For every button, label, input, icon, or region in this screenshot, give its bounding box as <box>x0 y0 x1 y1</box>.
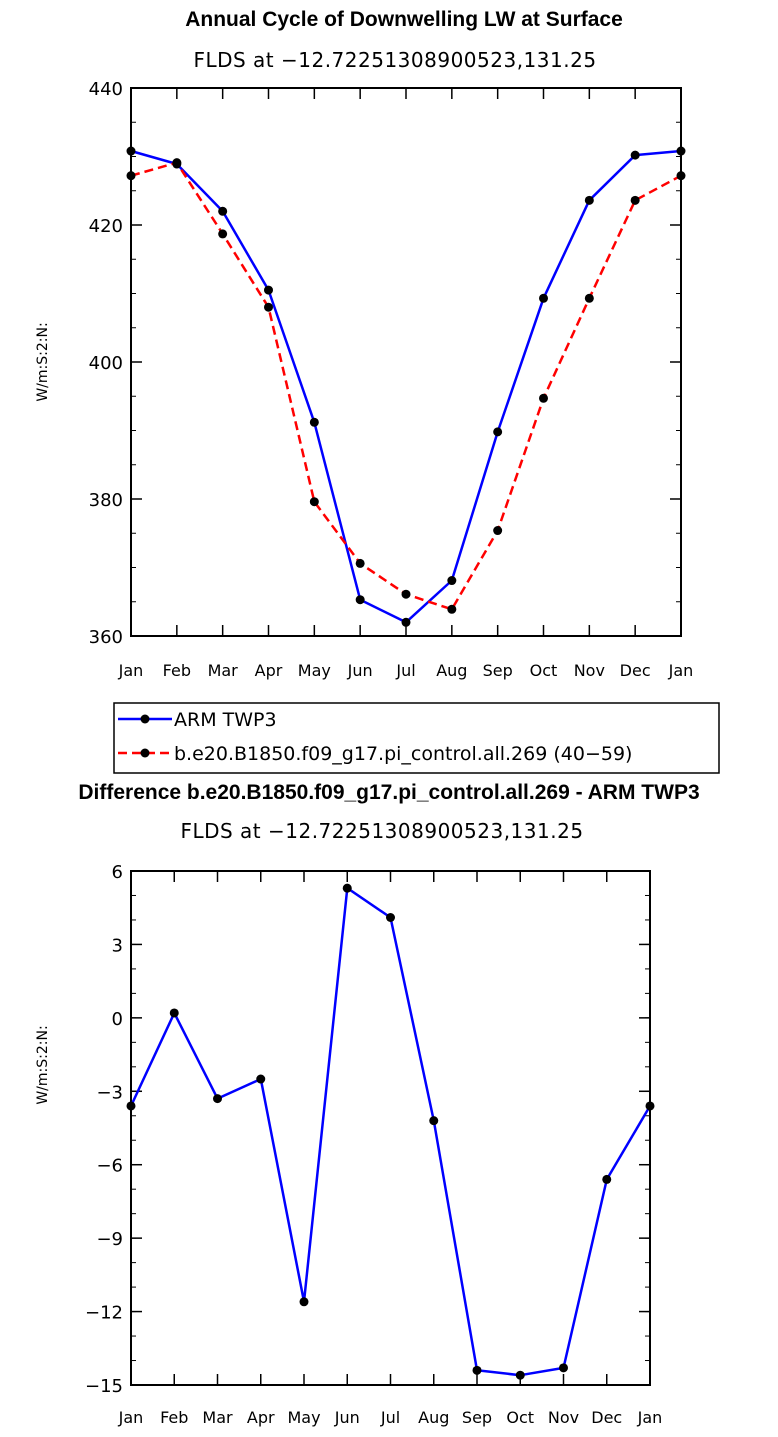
data-point <box>515 1370 525 1380</box>
x-tick-label: Oct <box>530 661 558 680</box>
legend-marker-model <box>140 748 150 758</box>
data-point <box>630 195 640 205</box>
data-point <box>264 285 273 295</box>
chart2-title: Difference b.e20.B1850.f09_g17.pi_contro… <box>78 781 699 804</box>
x-tick-label: May <box>298 661 331 680</box>
data-point <box>264 302 273 312</box>
x-tick-label: Jul <box>395 661 415 680</box>
series-line-1 <box>130 161 682 611</box>
data-point <box>126 1101 136 1111</box>
y-tick-label: −12 <box>85 1303 123 1324</box>
chart1-frame <box>130 87 682 637</box>
legend-box <box>113 702 720 774</box>
data-point <box>539 293 548 303</box>
y-tick-label: 0 <box>112 1009 123 1030</box>
data-point <box>309 497 319 507</box>
data-point <box>126 146 136 156</box>
x-tick-label: Jun <box>347 661 373 680</box>
y-tick-label: 360 <box>89 627 123 648</box>
data-point <box>299 1297 309 1307</box>
data-point <box>355 558 365 568</box>
x-tick-label: Dec <box>620 661 651 680</box>
x-tick-label: Apr <box>255 661 283 680</box>
data-point <box>447 604 457 614</box>
y-tick-label: −6 <box>96 1156 123 1177</box>
chart2-plot: −15 −12 −9 −6 −3 0 3 6 Jan Feb Mar Apr May Jun Jul Aug S… <box>85 862 662 1427</box>
data-point <box>169 1008 179 1018</box>
data-point <box>256 1074 266 1084</box>
x-tick-label: Oct <box>506 1408 534 1427</box>
legend-label-arm: ARM TWP3 <box>174 709 277 731</box>
data-point <box>386 913 395 923</box>
data-point <box>676 171 686 181</box>
data-point <box>429 1116 439 1126</box>
y-tick-label: −15 <box>85 1376 123 1397</box>
x-tick-label: Jun <box>334 1408 360 1427</box>
series-line-0 <box>129 886 652 1377</box>
data-point <box>213 1094 222 1104</box>
x-tick-label: Apr <box>247 1408 275 1427</box>
data-point <box>493 526 503 536</box>
x-tick-label: Nov <box>548 1408 579 1427</box>
data-point <box>676 146 686 156</box>
data-point <box>493 427 503 437</box>
x-tick-label: Aug <box>436 661 467 680</box>
data-point <box>645 1101 655 1111</box>
y-tick-label: 3 <box>112 935 123 956</box>
x-tick-label: Sep <box>462 1408 492 1427</box>
data-point <box>342 883 352 893</box>
data-point <box>172 158 182 168</box>
chart1-subtitle: FLDS at −12.72251308900523,131.25 <box>193 48 596 72</box>
x-tick-label: Feb <box>160 1408 188 1427</box>
data-point <box>401 617 411 627</box>
data-point <box>630 150 640 160</box>
y-tick-label: −9 <box>96 1229 123 1250</box>
chart1-title: Annual Cycle of Downwelling LW at Surfac… <box>185 8 623 31</box>
y-tick-label: 440 <box>89 79 123 100</box>
y-tick-label: −3 <box>96 1082 123 1103</box>
x-tick-label: Sep <box>483 661 513 680</box>
data-point <box>447 576 457 586</box>
legend-marker-arm <box>140 714 150 724</box>
x-tick-label: Mar <box>202 1408 233 1427</box>
x-tick-label: Dec <box>591 1408 622 1427</box>
data-point <box>309 417 319 427</box>
x-tick-label: Mar <box>208 661 239 680</box>
y-tick-label: 380 <box>89 490 123 511</box>
x-tick-label: Feb <box>163 661 191 680</box>
data-point <box>126 171 136 181</box>
x-tick-label: May <box>287 1408 320 1427</box>
legend-label-model: b.e20.B1850.f09_g17.pi_control.all.269 (… <box>174 743 632 765</box>
chart1-plot: 360 380 400 420 440 Jan Feb Mar Apr May Jun Jul Aug S… <box>89 79 694 680</box>
x-tick-label: Jan <box>668 661 694 680</box>
x-tick-label: Jul <box>380 1408 400 1427</box>
x-tick-label: Jan <box>637 1408 663 1427</box>
x-tick-label: Aug <box>418 1408 449 1427</box>
chart2-frame <box>130 870 651 1386</box>
data-point <box>584 195 594 205</box>
data-point <box>584 293 594 303</box>
x-tick-label: Nov <box>574 661 605 680</box>
legend: ARM TWP3 b.e20.B1850.f09_g17.pi_control.… <box>113 702 720 774</box>
data-point <box>602 1174 612 1184</box>
data-point <box>472 1365 482 1375</box>
data-point <box>218 206 228 216</box>
y-tick-label: 400 <box>89 353 123 374</box>
x-tick-label: Jan <box>118 1408 144 1427</box>
chart2-y-axis-label: W/m:S:2:N: <box>35 1025 51 1104</box>
y-tick-label: 420 <box>89 216 123 237</box>
chart1-y-axis-label: W/m:S:2:N: <box>35 322 51 401</box>
data-point <box>559 1363 568 1373</box>
x-tick-label: Jan <box>118 661 144 680</box>
chart2-subtitle: FLDS at −12.72251308900523,131.25 <box>180 819 583 843</box>
data-point <box>539 393 548 403</box>
data-point <box>218 229 228 239</box>
data-point <box>355 595 365 605</box>
y-tick-label: 6 <box>112 862 123 883</box>
data-point <box>401 589 411 599</box>
